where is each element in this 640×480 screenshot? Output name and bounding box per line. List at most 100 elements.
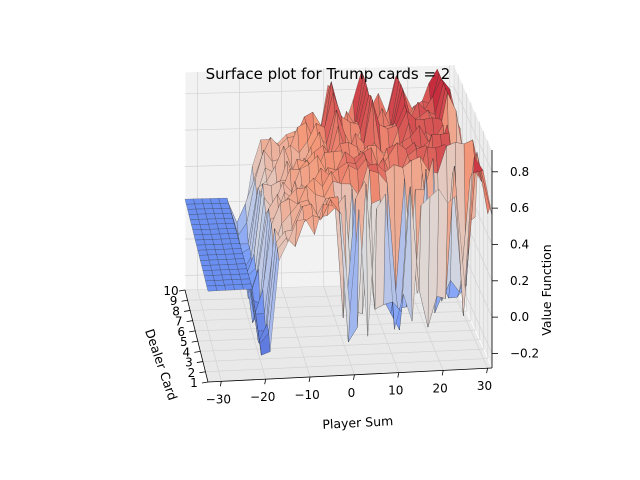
surface-patch	[224, 253, 236, 260]
y-tick-mark	[194, 350, 201, 353]
surface-patch	[194, 203, 205, 210]
surface-patch	[192, 229, 203, 236]
surface-patch	[221, 208, 232, 214]
surface-patch	[198, 218, 209, 225]
x-tick-mark	[353, 374, 355, 380]
surface-patch	[218, 228, 229, 235]
y-tick-mark	[196, 361, 203, 363]
surface-patch	[204, 208, 215, 215]
surface-patch	[200, 259, 211, 266]
y-tick-mark	[181, 299, 188, 302]
surface-patch	[215, 218, 226, 225]
surface-patch	[189, 219, 201, 225]
surface-patch	[217, 259, 229, 266]
surface-patch	[187, 208, 198, 215]
surface-patch	[202, 270, 214, 276]
y-tick-mark	[199, 371, 206, 374]
surface-patch	[222, 279, 234, 286]
x-tick-mark	[308, 376, 311, 383]
surface-patch	[206, 218, 218, 225]
surface-patch	[220, 238, 232, 245]
surface-patch	[236, 263, 247, 270]
surface-patch	[197, 249, 208, 256]
y-axis-label: Dealer Card	[142, 327, 180, 402]
surface-patch	[228, 233, 239, 239]
surface-patch	[230, 243, 242, 250]
grid-line-y	[200, 339, 480, 352]
y-tick-label: 9	[170, 294, 178, 308]
z-tick-label: 0.4	[510, 237, 529, 251]
x-axis-line	[207, 367, 493, 383]
surface-patch	[216, 223, 228, 230]
surface-patch	[237, 268, 249, 275]
surface-patch	[207, 254, 219, 261]
surface-patch	[226, 258, 237, 265]
x-tick-mark	[441, 370, 444, 376]
axis-lines	[184, 150, 493, 383]
surface-patch	[193, 234, 205, 241]
surface-patch	[208, 223, 219, 230]
grid-line-x	[323, 286, 355, 375]
surface-patch	[200, 229, 212, 235]
surface-patch	[221, 274, 233, 281]
y-tick-mark	[189, 330, 196, 333]
grid-line-y	[195, 320, 471, 332]
surface-patch	[202, 203, 214, 210]
y-tick-label: 10	[163, 284, 178, 298]
grid-line-x	[197, 289, 222, 382]
y-tick-label: 5	[180, 335, 188, 349]
surface-patch	[201, 265, 212, 271]
surface-patch	[205, 280, 216, 287]
surface-patch	[206, 285, 218, 292]
surface-patch	[208, 259, 220, 266]
x-tick-mark	[264, 379, 267, 385]
y-tick-mark	[184, 310, 191, 312]
surface-patch	[211, 203, 222, 209]
surface-patch	[229, 238, 240, 245]
x-tick-mark	[486, 368, 488, 374]
z-tick-label: 0.2	[510, 274, 529, 288]
y-tick-label: 7	[175, 315, 183, 329]
surface-patch	[214, 249, 226, 255]
surface-patch	[219, 233, 230, 240]
surface-patch	[198, 254, 210, 261]
grid-line-x	[281, 287, 311, 378]
surface-patch	[209, 198, 221, 204]
surface-patch	[193, 198, 204, 205]
z-tick-label: 0.0	[510, 310, 529, 324]
x-tick-mark	[397, 372, 400, 378]
surface-patch	[201, 198, 212, 204]
surface-patch	[214, 213, 225, 219]
grid-line-y	[192, 310, 467, 322]
surface-patch	[226, 228, 238, 234]
surface-patch	[205, 213, 216, 220]
surface-patch	[241, 283, 253, 290]
surface-patch	[191, 224, 202, 230]
surface-patch	[210, 233, 222, 240]
chart-title: Surface plot for Trump cards = 2	[206, 65, 451, 83]
z-tick-label: 0.6	[510, 201, 529, 215]
surface-patch	[202, 234, 213, 240]
surface-patch	[232, 248, 243, 255]
y-tick-label: 8	[172, 304, 180, 318]
surface-patch	[223, 248, 235, 255]
surface-patch	[203, 239, 215, 245]
grid-line-y	[205, 358, 488, 373]
surface-patch	[216, 254, 227, 260]
y-tick-label: 2	[188, 366, 196, 380]
surface-patch	[225, 223, 236, 229]
surface-patch	[211, 269, 223, 276]
grid-line-y	[190, 301, 463, 311]
surface-patch	[227, 263, 239, 270]
x-tick-label: −20	[250, 390, 275, 404]
surface-patch	[212, 274, 224, 281]
grid-line-z	[184, 86, 455, 95]
surface-patch	[233, 284, 244, 291]
surface-patch	[204, 244, 216, 251]
surface-patch	[197, 213, 208, 220]
surface-patch	[206, 249, 217, 256]
grid-line-y	[202, 348, 484, 362]
surface-patch	[224, 284, 235, 291]
surface-patch	[199, 224, 211, 230]
